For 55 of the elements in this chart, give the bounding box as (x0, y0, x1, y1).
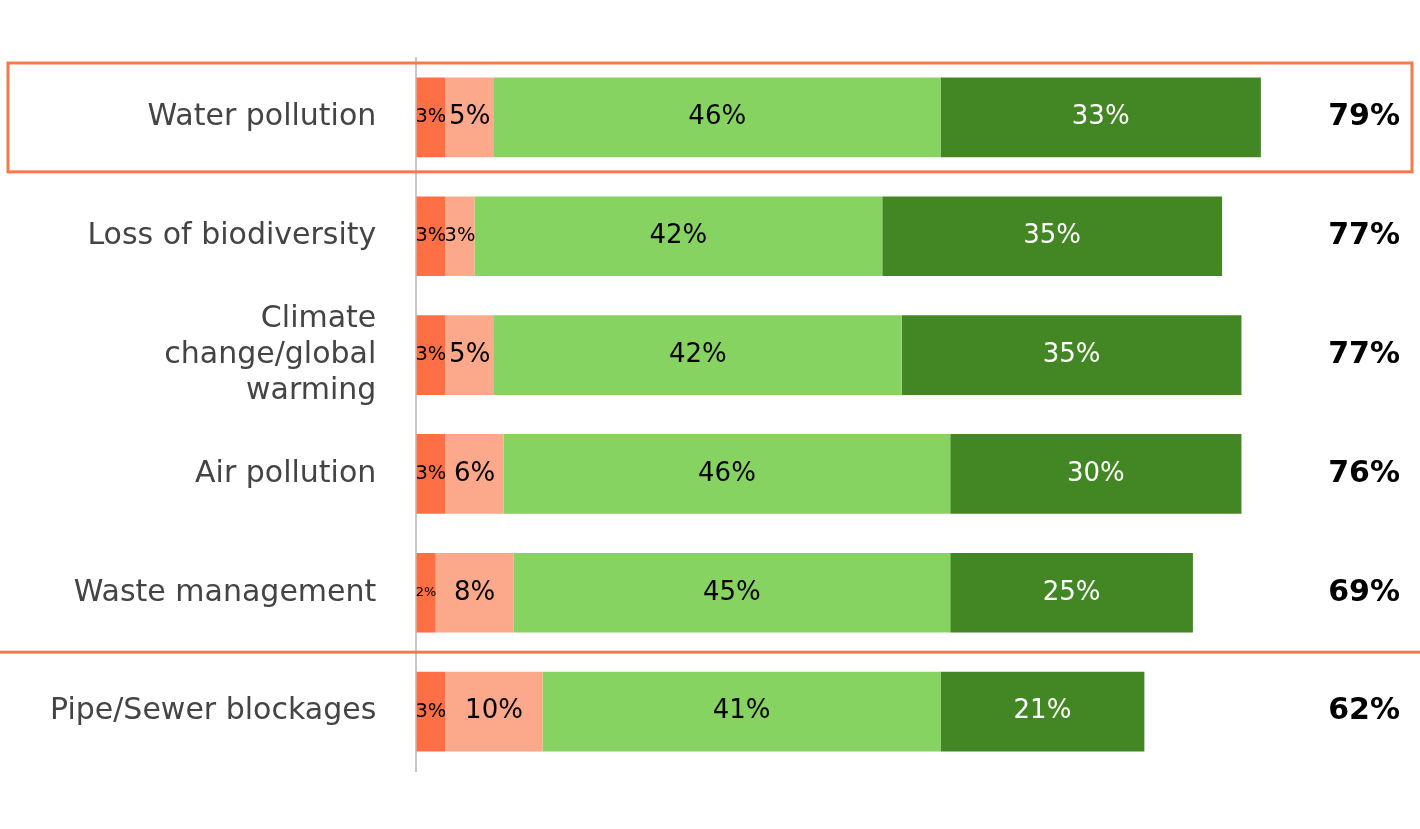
data-label: 25% (1042, 575, 1101, 606)
text: 79% (1328, 97, 1400, 133)
data-label: 5% (449, 337, 491, 368)
y-tick-label: Climate change/global warming (164, 298, 377, 406)
y-tick-label: Pipe/Sewer blockages (50, 691, 377, 727)
data-label: 3% (415, 460, 447, 484)
text: 76% (1328, 453, 1400, 489)
data-label: 3% (415, 342, 447, 366)
data-label: 3% (444, 223, 476, 247)
bar (416, 552, 436, 633)
bar (503, 434, 951, 514)
y-tick-label: Waste management (73, 572, 377, 608)
data-label: 42% (649, 219, 708, 249)
data-label: 30% (1066, 456, 1125, 487)
bar (882, 196, 1223, 277)
data-label: 2% (415, 584, 437, 600)
data-label: 41% (712, 694, 771, 725)
bar (445, 315, 494, 395)
text: 77% (1328, 334, 1400, 370)
bar (474, 196, 883, 277)
text: 69% (1328, 572, 1400, 608)
data-label: 45% (702, 575, 761, 606)
bar (445, 196, 475, 277)
data-label: 10% (465, 694, 523, 725)
data-label: 3% (415, 223, 447, 247)
bar (940, 671, 1145, 752)
text: 77% (1328, 216, 1400, 252)
data-label: 46% (698, 456, 756, 487)
bar (493, 315, 902, 395)
data-label: 46% (688, 100, 747, 131)
bar (493, 77, 941, 158)
data-label: 35% (1023, 219, 1082, 249)
data-label: 5% (449, 100, 491, 131)
data-label: 35% (1042, 337, 1101, 368)
data-label: 42% (668, 337, 727, 368)
y-tick-label: Air pollution (195, 453, 377, 489)
bar (940, 77, 1261, 158)
data-label: 3% (415, 104, 447, 128)
y-tick-label: Water pollution (147, 97, 377, 133)
data-label: 6% (453, 456, 496, 487)
bar (513, 552, 951, 633)
bar (950, 552, 1193, 633)
bar (901, 315, 1242, 395)
bar (950, 434, 1242, 514)
y-tick-label: Loss of biodiversity (87, 216, 377, 252)
bar (445, 77, 494, 158)
text: 62% (1328, 691, 1400, 727)
bar (435, 552, 514, 633)
bar (542, 671, 941, 752)
data-label: 3% (415, 698, 447, 722)
bar (445, 671, 543, 752)
data-label: 21% (1013, 694, 1072, 725)
data-label: 8% (453, 575, 496, 606)
data-label: 33% (1071, 100, 1130, 131)
bar (445, 434, 504, 514)
